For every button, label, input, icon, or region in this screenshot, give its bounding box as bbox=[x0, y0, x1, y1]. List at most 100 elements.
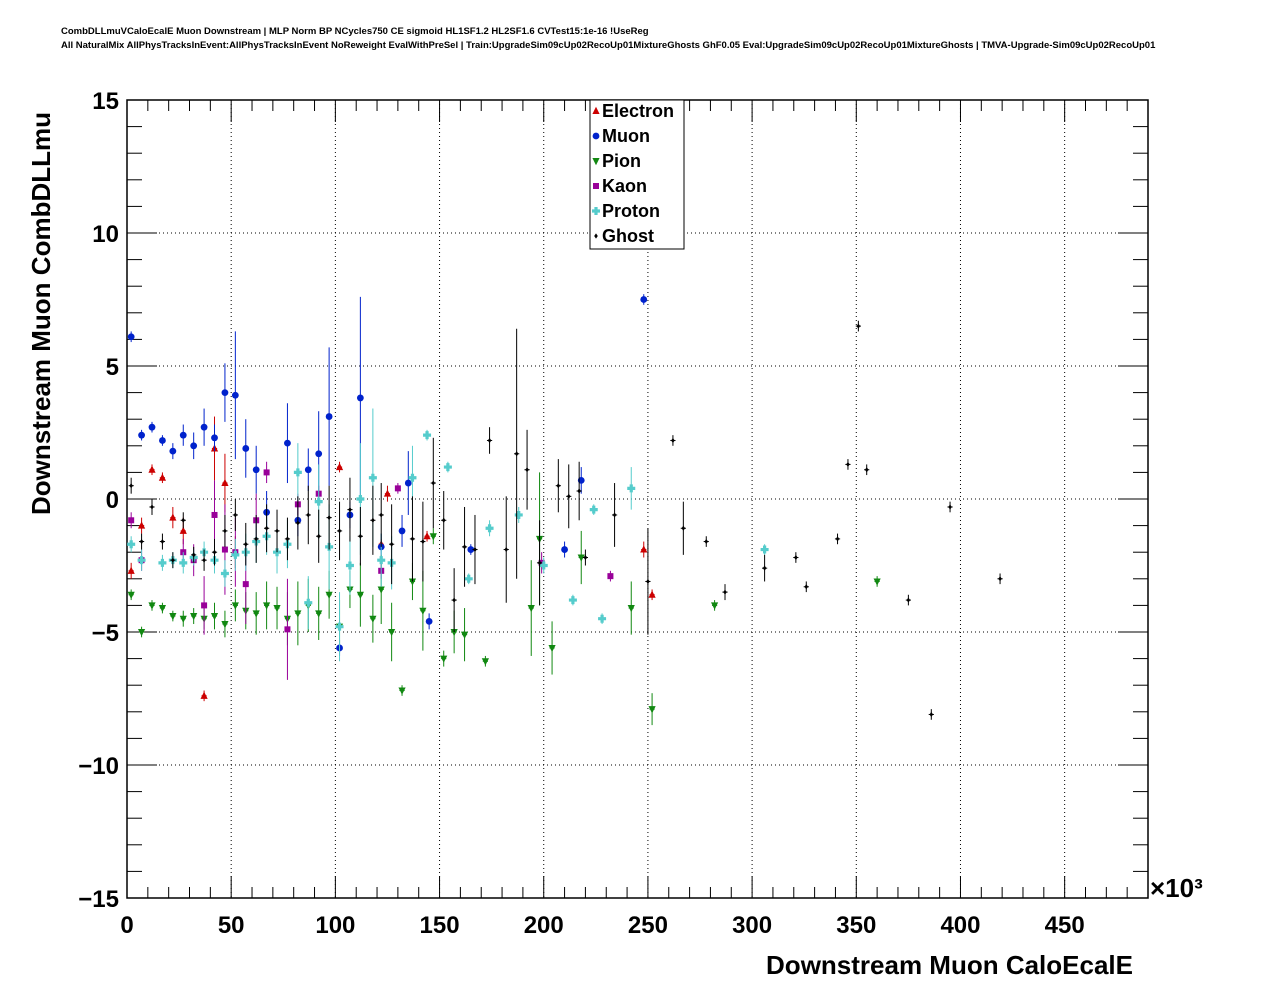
electron-point bbox=[148, 464, 156, 476]
ghost-marker bbox=[181, 517, 186, 523]
legend-label-kaon: Kaon bbox=[602, 176, 647, 196]
x-tick-label: 50 bbox=[218, 912, 245, 939]
ghost-marker bbox=[473, 546, 477, 553]
y-tick-label: 5 bbox=[106, 354, 119, 381]
ghost-marker bbox=[379, 512, 384, 518]
pion-marker bbox=[408, 578, 417, 586]
muon-marker bbox=[284, 439, 291, 447]
muon-marker bbox=[315, 450, 323, 458]
muon-point bbox=[425, 613, 433, 630]
data-points bbox=[127, 294, 1003, 726]
kaon-marker bbox=[201, 602, 208, 609]
proton-marker bbox=[231, 550, 240, 559]
series-pion bbox=[127, 472, 881, 726]
pion-point bbox=[148, 600, 156, 611]
pion-marker bbox=[648, 706, 656, 714]
ghost-point bbox=[253, 514, 259, 563]
proton-marker bbox=[568, 596, 577, 605]
proton-point bbox=[627, 467, 636, 510]
muon-point bbox=[159, 435, 166, 446]
ghost-point bbox=[645, 528, 651, 635]
ghost-point bbox=[284, 517, 291, 561]
legend-marker-muon bbox=[592, 132, 600, 140]
muon-point bbox=[252, 445, 260, 494]
pion-marker bbox=[315, 610, 323, 618]
ghost-marker bbox=[296, 520, 300, 526]
y-tick-label: −5 bbox=[92, 620, 119, 647]
ghost-marker bbox=[371, 517, 375, 523]
y-tick-labels: 15 10 5 0 −5 −10 −15 bbox=[78, 88, 119, 913]
y-tick-label: −15 bbox=[78, 886, 119, 913]
kaon-point bbox=[607, 570, 614, 582]
muon-point bbox=[127, 331, 135, 343]
ghost-point bbox=[514, 328, 520, 579]
ghost-point bbox=[211, 538, 218, 566]
ghost-point bbox=[295, 496, 301, 550]
proton-marker bbox=[514, 510, 523, 519]
muon-marker bbox=[325, 413, 333, 420]
legend-item-proton: Proton bbox=[592, 201, 660, 221]
pion-marker bbox=[377, 586, 385, 594]
electron-marker bbox=[148, 465, 156, 473]
proton-point bbox=[231, 538, 240, 571]
pion-point bbox=[460, 608, 469, 662]
proton-point bbox=[127, 536, 136, 553]
electron-point bbox=[423, 530, 431, 542]
legend-label-pion: Pion bbox=[602, 151, 641, 171]
pion-marker bbox=[273, 605, 281, 613]
ghost-marker bbox=[525, 467, 529, 473]
proton-marker bbox=[377, 556, 386, 565]
pion-point bbox=[221, 610, 229, 638]
legend-box bbox=[589, 99, 685, 250]
proton-point bbox=[464, 573, 473, 585]
kaon-marker bbox=[394, 485, 401, 492]
ghost-point bbox=[845, 459, 851, 470]
pion-point bbox=[627, 581, 635, 635]
proton-marker bbox=[335, 622, 344, 631]
electron-point bbox=[169, 506, 177, 529]
proton-marker bbox=[273, 548, 282, 557]
pion-marker bbox=[158, 605, 167, 613]
ghost-marker bbox=[389, 541, 394, 547]
ghost-marker bbox=[514, 451, 519, 457]
x-tick-label: 350 bbox=[836, 912, 876, 939]
electron-point bbox=[127, 562, 135, 579]
proton-marker bbox=[293, 468, 302, 477]
pion-point bbox=[252, 592, 260, 635]
series-ghost bbox=[128, 320, 1003, 720]
ghost-marker bbox=[150, 504, 154, 510]
ghost-point bbox=[524, 429, 530, 510]
kaon-marker bbox=[221, 546, 228, 553]
pion-point bbox=[210, 602, 219, 630]
pion-point bbox=[710, 600, 719, 611]
pion-marker bbox=[231, 602, 239, 610]
ghost-marker bbox=[421, 538, 425, 545]
x-tick-label: 400 bbox=[940, 912, 980, 939]
kaon-point bbox=[263, 461, 270, 484]
legend-label-electron: Electron bbox=[602, 101, 674, 121]
x-tick-label: 250 bbox=[628, 912, 668, 939]
proton-marker bbox=[485, 524, 494, 533]
x-tick-label: 150 bbox=[420, 912, 460, 939]
proton-point bbox=[158, 554, 167, 571]
x-tick-labels: 0 50 100 150 200 250 300 350 400 450 bbox=[120, 912, 1084, 939]
legend-label-proton: Proton bbox=[602, 201, 660, 221]
x-tick-label: 300 bbox=[732, 912, 772, 939]
ghost-marker bbox=[327, 515, 331, 521]
electron-marker bbox=[158, 473, 167, 481]
ghost-marker bbox=[243, 541, 248, 547]
muon-point bbox=[200, 408, 208, 446]
muon-marker bbox=[467, 546, 475, 553]
ghost-marker bbox=[139, 538, 144, 545]
pion-point bbox=[369, 594, 377, 643]
ghost-point bbox=[486, 427, 493, 454]
pion-marker bbox=[325, 591, 333, 599]
proton-marker bbox=[408, 473, 417, 482]
proton-point bbox=[760, 544, 769, 555]
muon-marker bbox=[398, 527, 406, 535]
pion-point bbox=[648, 693, 656, 726]
muon-point bbox=[404, 451, 412, 515]
ghost-marker bbox=[431, 480, 436, 486]
proton-marker bbox=[179, 558, 188, 567]
grid bbox=[127, 100, 1148, 898]
